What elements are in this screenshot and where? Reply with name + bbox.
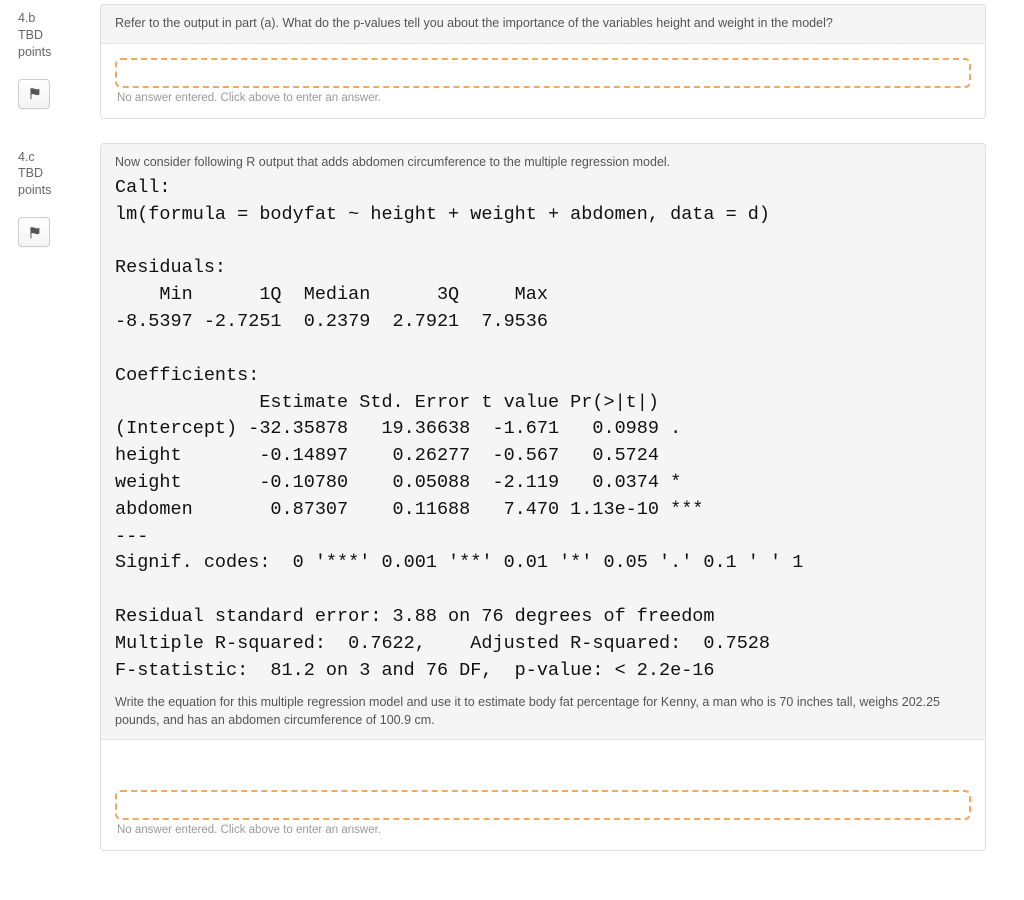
- question-4b: 4.b TBD points Refer to the output in pa…: [0, 4, 1024, 119]
- question-points-label: points: [18, 44, 100, 61]
- question-panel: Now consider following R output that add…: [100, 143, 986, 852]
- question-number: 4.b: [18, 10, 100, 27]
- answer-section: No answer entered. Click above to enter …: [101, 740, 985, 850]
- question-points-label: points: [18, 182, 100, 199]
- question-prompt: Refer to the output in part (a). What do…: [101, 5, 985, 44]
- question-4c: 4.c TBD points Now consider following R …: [0, 143, 1024, 852]
- question-content-4c: Now consider following R output that add…: [100, 143, 986, 852]
- question-subprompt: Write the equation for this multiple reg…: [115, 694, 971, 729]
- flag-button[interactable]: [18, 217, 50, 247]
- question-tbd: TBD: [18, 27, 100, 44]
- r-output-code: Call: lm(formula = bodyfat ~ height + we…: [115, 175, 971, 684]
- question-number: 4.c: [18, 149, 100, 166]
- question-panel: Refer to the output in part (a). What do…: [100, 4, 986, 119]
- flag-icon: [28, 226, 41, 239]
- question-header-4c: Now consider following R output that add…: [101, 144, 985, 741]
- answer-input[interactable]: [115, 790, 971, 820]
- question-content-4b: Refer to the output in part (a). What do…: [100, 4, 986, 119]
- question-intro: Now consider following R output that add…: [115, 154, 971, 172]
- question-tbd: TBD: [18, 165, 100, 182]
- question-meta-4c: 4.c TBD points: [0, 143, 100, 248]
- answer-section: No answer entered. Click above to enter …: [101, 44, 985, 118]
- no-answer-hint: No answer entered. Click above to enter …: [115, 820, 971, 842]
- flag-button[interactable]: [18, 79, 50, 109]
- answer-input[interactable]: [115, 58, 971, 88]
- question-meta-4b: 4.b TBD points: [0, 4, 100, 109]
- flag-icon: [28, 87, 41, 100]
- no-answer-hint: No answer entered. Click above to enter …: [115, 88, 971, 110]
